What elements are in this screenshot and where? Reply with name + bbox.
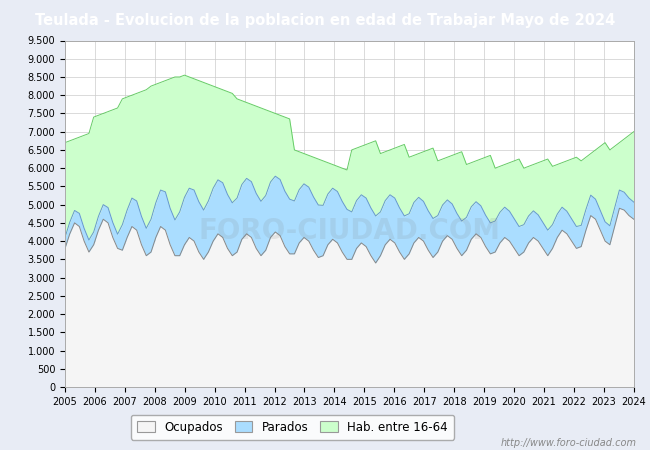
Text: Teulada - Evolucion de la poblacion en edad de Trabajar Mayo de 2024: Teulada - Evolucion de la poblacion en e… [35,13,615,28]
Text: FORO-CIUDAD.COM: FORO-CIUDAD.COM [198,217,500,245]
Text: http://www.foro-ciudad.com: http://www.foro-ciudad.com [501,438,637,448]
Legend: Ocupados, Parados, Hab. entre 16-64: Ocupados, Parados, Hab. entre 16-64 [131,415,454,440]
